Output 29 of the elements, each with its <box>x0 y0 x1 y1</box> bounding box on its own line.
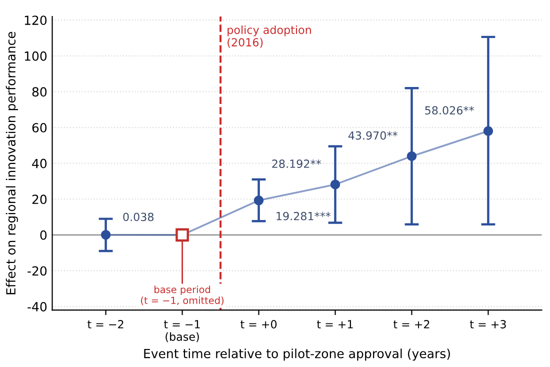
x-tick-label: t = +2 <box>393 320 430 328</box>
x-axis-title: Event time relative to pilot-zone approval (years) <box>144 348 450 361</box>
point <box>100 230 111 240</box>
x-tick-label: t = −2 <box>88 320 124 328</box>
point <box>330 180 340 190</box>
x-tick-label: t = +0 <box>240 320 277 328</box>
y-tick-label: -40 <box>28 302 47 312</box>
annotation: base period (t = −1, omitted) <box>141 286 224 306</box>
x-tick-label: t = +1 <box>316 320 353 328</box>
data-label: 58.026** <box>425 106 474 115</box>
y-tick-label: 0 <box>40 230 47 240</box>
y-tick-label: -20 <box>28 266 47 276</box>
x-tick-label: t = −1 (base) <box>164 320 200 342</box>
y-tick-label: 20 <box>32 194 47 204</box>
y-tick-label: 120 <box>24 16 47 26</box>
y-tick-label: 80 <box>32 87 47 97</box>
data-label: 19.281*** <box>276 212 331 220</box>
ref-line-label: policy adoption (2016) <box>228 25 311 48</box>
x-tick-label: t = +3 <box>470 320 506 328</box>
point <box>254 196 264 206</box>
data-label: 43.970** <box>348 131 398 140</box>
data-label: 28.192** <box>272 160 322 168</box>
point <box>406 151 417 162</box>
y-tick-label: 60 <box>32 122 47 132</box>
y-tick-label: 40 <box>32 158 47 168</box>
point <box>483 126 494 136</box>
y-tick-label: 100 <box>24 51 47 61</box>
y-axis-title: Effect on regional innovation performance <box>6 32 18 294</box>
data-label: 0.038 <box>123 212 154 222</box>
